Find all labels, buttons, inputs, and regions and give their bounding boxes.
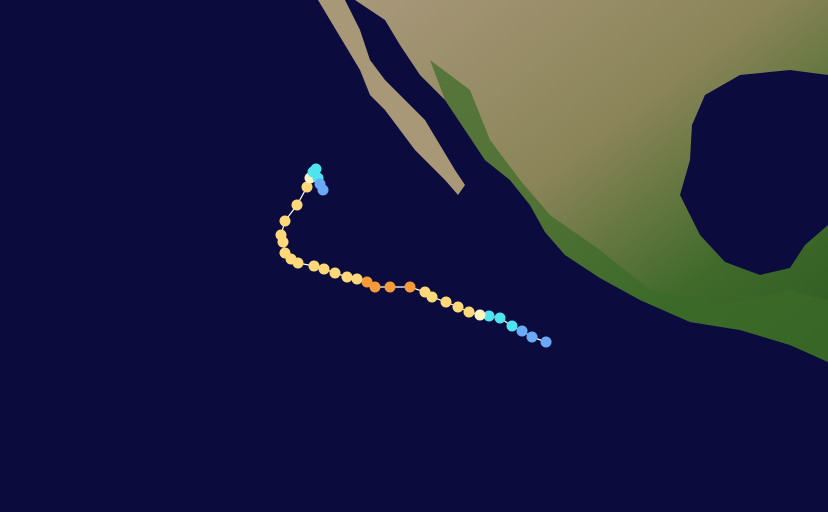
mainland [355,0,828,362]
track-point [291,199,303,211]
track-point [369,281,381,293]
track-point [275,229,287,241]
track-point [506,320,518,332]
track-point [463,306,475,318]
track-point [329,267,341,279]
track-point [526,331,538,343]
track-point [310,163,322,175]
track-point [308,260,320,272]
track-point [452,301,464,313]
track-point [318,263,330,275]
track-point [540,336,552,348]
gulf-of-california [368,35,412,85]
track-point [351,273,363,285]
track-point [494,312,506,324]
track-point [440,296,452,308]
track-point [516,325,528,337]
track-point [419,286,431,298]
track-point [384,281,396,293]
track-point [361,276,373,288]
baja-peninsula [318,0,465,195]
track-point [474,309,486,321]
track-point [317,184,329,196]
track-point [279,247,291,259]
track-point [483,310,495,322]
track-point [404,281,416,293]
track-point [341,271,353,283]
track-point [301,181,313,193]
storm-track [275,163,552,348]
track-point [279,215,291,227]
mainland-forest [430,60,828,362]
